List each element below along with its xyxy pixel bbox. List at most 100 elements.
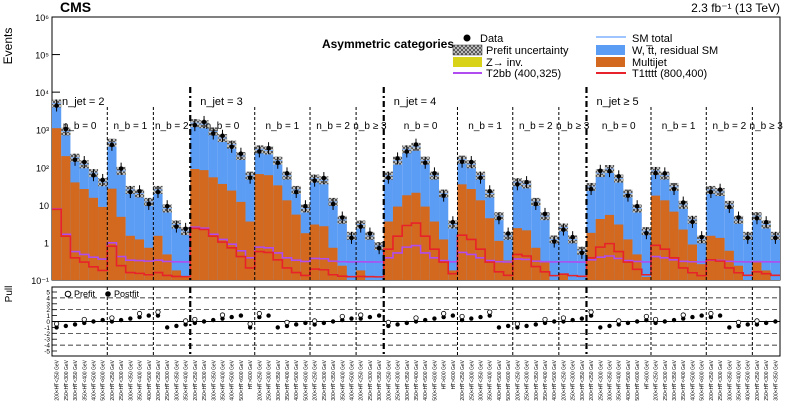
x-tick-label: 300<H̸T<350 GeV xyxy=(276,359,282,400)
multijet-bar xyxy=(678,229,688,280)
postfit-point xyxy=(220,316,225,321)
wtt-bar xyxy=(540,219,550,280)
postfit-point xyxy=(653,320,658,326)
data-point xyxy=(570,234,575,240)
multijet-bar xyxy=(190,169,200,280)
nb-label: n_b = 1 xyxy=(114,121,148,132)
x-tick-label: 350<H̸T<400 GeV xyxy=(617,359,623,400)
postfit-point xyxy=(459,317,465,323)
multijet-bar xyxy=(383,221,393,280)
data-point xyxy=(450,219,456,225)
y-tick-label: 10² xyxy=(36,163,49,173)
data-point xyxy=(413,142,419,147)
x-tick-label: 250<H̸T<300 GeV xyxy=(571,359,577,400)
x-tick-label: 250<H̸T<300 GeV xyxy=(598,359,604,400)
data-point xyxy=(579,250,585,256)
postfit-point xyxy=(312,322,317,327)
prefit-point xyxy=(54,321,60,327)
x-tick-label: 300<H̸T<350 GeV xyxy=(727,359,733,400)
multijet-bar xyxy=(263,175,274,280)
multijet-bar xyxy=(641,277,651,280)
multijet-bar xyxy=(420,206,430,280)
data-point xyxy=(717,187,723,193)
multijet-bar xyxy=(475,200,486,280)
postfit-point xyxy=(294,322,299,327)
x-tick-label: 400<H̸T<500 GeV xyxy=(497,359,503,400)
x-tick-label: 400<H̸T<500 GeV xyxy=(91,359,97,400)
multijet-bar xyxy=(531,247,541,280)
postfit-point xyxy=(754,322,760,327)
data-point xyxy=(367,231,373,236)
multijet-bar xyxy=(328,247,338,280)
data-point xyxy=(736,215,741,220)
data-point xyxy=(662,171,668,176)
x-tick-label: 200<H̸T<250 GeV xyxy=(755,359,761,400)
postfit-point xyxy=(155,313,161,318)
postfit-point xyxy=(423,317,428,323)
multijet-bar xyxy=(494,240,504,280)
data-point xyxy=(515,182,520,187)
data-point xyxy=(349,235,354,241)
x-tick-label: 250<H̸T<300 GeV xyxy=(267,359,273,400)
x-tick-label: 300<H̸T<350 GeV xyxy=(405,359,411,400)
data-point xyxy=(441,193,446,198)
wtt-bar xyxy=(448,227,458,280)
wtt-bar xyxy=(365,239,375,280)
postfit-point xyxy=(598,325,603,330)
data-point xyxy=(468,159,474,165)
x-tick-label: 200<H̸T<250 GeV xyxy=(515,359,521,400)
prefit-point xyxy=(459,313,465,320)
multijet-bar xyxy=(411,192,421,280)
postfit-point xyxy=(330,319,336,324)
multijet-bar xyxy=(724,250,734,280)
data-point xyxy=(358,224,364,229)
prefit-point xyxy=(588,309,594,315)
legend-entry: Z→ inv. xyxy=(453,57,523,69)
prefit-point xyxy=(514,321,520,327)
x-tick-label: 200<H̸T<250 GeV xyxy=(386,359,392,400)
data-point xyxy=(72,157,78,163)
multijet-bar xyxy=(337,265,347,280)
postfit-point xyxy=(763,320,769,326)
x-tick-label: 300<H̸T<350 GeV xyxy=(580,359,586,400)
njet-label: n_jet = 2 xyxy=(62,96,105,108)
legend-entry: Data xyxy=(463,33,504,45)
legend-entry: T2bb (400,325) xyxy=(453,68,561,80)
multijet-bar xyxy=(632,254,642,280)
postfit-point xyxy=(201,319,207,324)
legend: Data SM total Prefit uncertainty W, t̅t,… xyxy=(452,33,718,80)
nb-label: n_b = 1 xyxy=(662,121,696,132)
prefit-point xyxy=(192,316,198,323)
postfit-point xyxy=(708,314,714,320)
multijet-bar xyxy=(171,270,182,280)
data-point xyxy=(727,204,732,210)
t1tttt-signal-line xyxy=(52,208,780,278)
x-tick-label: 300<H̸T<350 GeV xyxy=(773,359,779,400)
nb-label: n_b ≥ 3 xyxy=(750,121,784,132)
x-tick-label: H̸T>600 GeV xyxy=(644,359,650,389)
data-point xyxy=(303,203,308,209)
multijet-bar xyxy=(558,273,569,280)
legend-label-multijet: Multijet xyxy=(632,57,667,69)
data-point xyxy=(266,145,271,151)
postfit-point xyxy=(284,323,290,329)
postfit-point xyxy=(616,322,621,327)
data-point xyxy=(644,230,649,236)
multijet-bar xyxy=(402,195,412,280)
data-marker-icon xyxy=(463,34,471,42)
y-tick-label: 1 xyxy=(44,238,49,248)
x-tick-label: 350<H̸T<400 GeV xyxy=(543,359,549,400)
x-tick-label: 250<H̸T<300 GeV xyxy=(525,359,531,400)
data-point xyxy=(653,170,658,176)
legend-label-t1tttt: T1tttt (800,400) xyxy=(632,68,707,80)
postfit-point xyxy=(128,316,133,321)
data-point xyxy=(561,227,566,232)
data-point xyxy=(773,235,778,241)
x-tick-label: 350<H̸T<400 GeV xyxy=(285,359,291,400)
postfit-point xyxy=(717,313,723,318)
x-tick-label: 350<H̸T<400 GeV xyxy=(138,359,144,400)
multijet-bar xyxy=(245,221,255,280)
x-tick-label: 300<H̸T<350 GeV xyxy=(608,359,614,400)
multijet-bar xyxy=(319,226,329,280)
multijet-bar xyxy=(429,221,440,280)
